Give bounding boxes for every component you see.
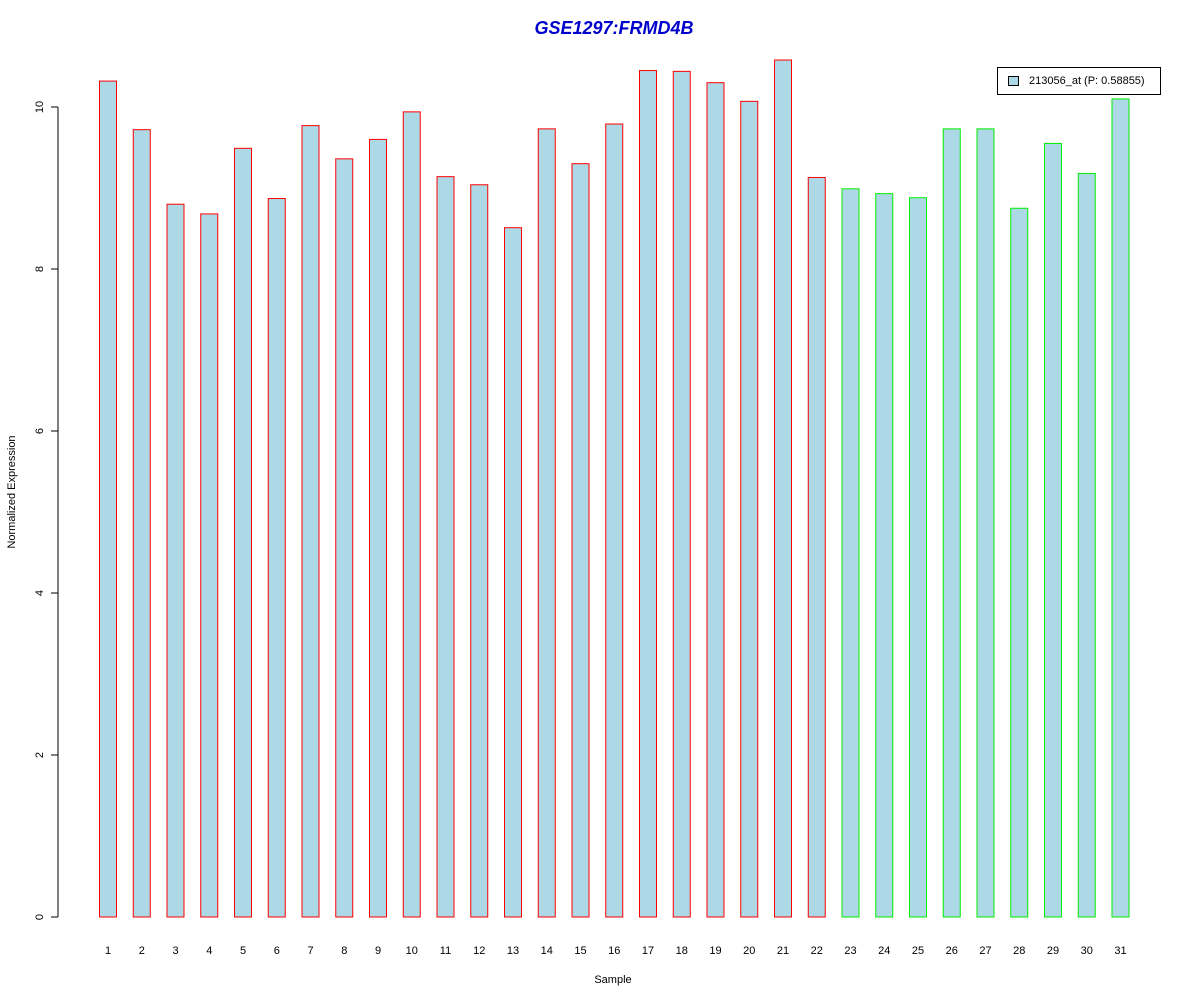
bar xyxy=(672,70,691,918)
x-axis-label: Sample xyxy=(594,974,631,986)
bar xyxy=(774,59,792,918)
x-tick-label: 27 xyxy=(979,945,991,957)
bar xyxy=(639,70,657,918)
bar xyxy=(166,203,185,918)
bar xyxy=(301,125,320,918)
x-tick-label: 2 xyxy=(139,945,145,957)
bar xyxy=(1111,98,1130,918)
x-tick-label: 13 xyxy=(507,945,519,957)
bar xyxy=(841,188,860,918)
y-tick-label: 8 xyxy=(34,266,46,272)
x-tick-label: 20 xyxy=(743,945,755,957)
x-tick-label: 24 xyxy=(878,945,890,957)
x-tick-label: 18 xyxy=(676,945,688,957)
x-tick-label: 3 xyxy=(172,945,178,957)
y-axis: 0 2 4 6 8 10 xyxy=(34,101,59,920)
bar xyxy=(875,193,894,918)
x-tick-label: 11 xyxy=(440,945,451,957)
x-tick-label: 23 xyxy=(844,945,856,957)
bar xyxy=(369,138,387,918)
x-tick-label: 5 xyxy=(240,945,246,957)
bar xyxy=(436,176,455,918)
x-tick-label: 7 xyxy=(307,945,313,957)
bar xyxy=(335,158,354,918)
bar xyxy=(1010,207,1029,918)
y-tick-label: 6 xyxy=(34,428,46,434)
legend: 213056_at (P: 0.58855) xyxy=(997,67,1161,95)
x-tick-label: 17 xyxy=(642,945,654,957)
bar xyxy=(1077,172,1096,918)
x-tick-label: 9 xyxy=(375,945,381,957)
bar xyxy=(234,147,252,918)
bar xyxy=(504,227,522,918)
x-tick-labels: 1 2 3 4 5 6 7 8 9 10 11 12 13 14 15 16 17 18 19 20 21 22 23 24 2… xyxy=(105,945,1127,957)
x-tick-label: 25 xyxy=(912,945,924,957)
y-tick-label: 4 xyxy=(34,590,46,596)
x-tick-label: 12 xyxy=(473,945,485,957)
y-tick-label: 0 xyxy=(34,914,46,920)
y-tick-label: 2 xyxy=(34,752,46,758)
bar xyxy=(537,128,556,918)
x-tick-label: 1 xyxy=(105,945,111,957)
chart-title: GSE1297:FRMD4B xyxy=(534,18,694,38)
x-tick-label: 14 xyxy=(541,945,553,957)
bars xyxy=(99,59,1130,918)
x-tick-label: 26 xyxy=(946,945,958,957)
bar xyxy=(706,82,725,918)
y-axis-label: Normalized Expression xyxy=(6,435,18,548)
bar xyxy=(132,129,151,918)
bar xyxy=(571,163,590,918)
bar xyxy=(807,176,826,918)
x-tick-label: 16 xyxy=(608,945,620,957)
x-tick-label: 15 xyxy=(574,945,586,957)
x-tick-label: 21 xyxy=(777,945,789,957)
x-tick-label: 29 xyxy=(1047,945,1059,957)
x-tick-label: 22 xyxy=(811,945,823,957)
legend-swatch xyxy=(1008,76,1019,86)
bar xyxy=(470,184,489,918)
bar xyxy=(942,128,961,918)
x-tick-label: 4 xyxy=(206,945,212,957)
bar xyxy=(909,197,927,918)
x-tick-label: 6 xyxy=(274,945,280,957)
x-tick-label: 8 xyxy=(341,945,347,957)
bar xyxy=(99,80,117,918)
legend-label: 213056_at (P: 0.58855) xyxy=(1029,75,1145,87)
bar xyxy=(1044,142,1062,918)
bar xyxy=(402,111,421,918)
x-tick-label: 19 xyxy=(709,945,721,957)
bar xyxy=(605,123,624,918)
bar xyxy=(200,213,219,918)
y-tick-label: 10 xyxy=(34,101,46,113)
bar xyxy=(740,100,759,918)
x-tick-label: 31 xyxy=(1114,945,1126,957)
x-tick-label: 28 xyxy=(1013,945,1025,957)
x-tick-label: 10 xyxy=(406,945,418,957)
bar xyxy=(267,198,286,918)
x-tick-label: 30 xyxy=(1081,945,1093,957)
bar xyxy=(976,128,995,918)
